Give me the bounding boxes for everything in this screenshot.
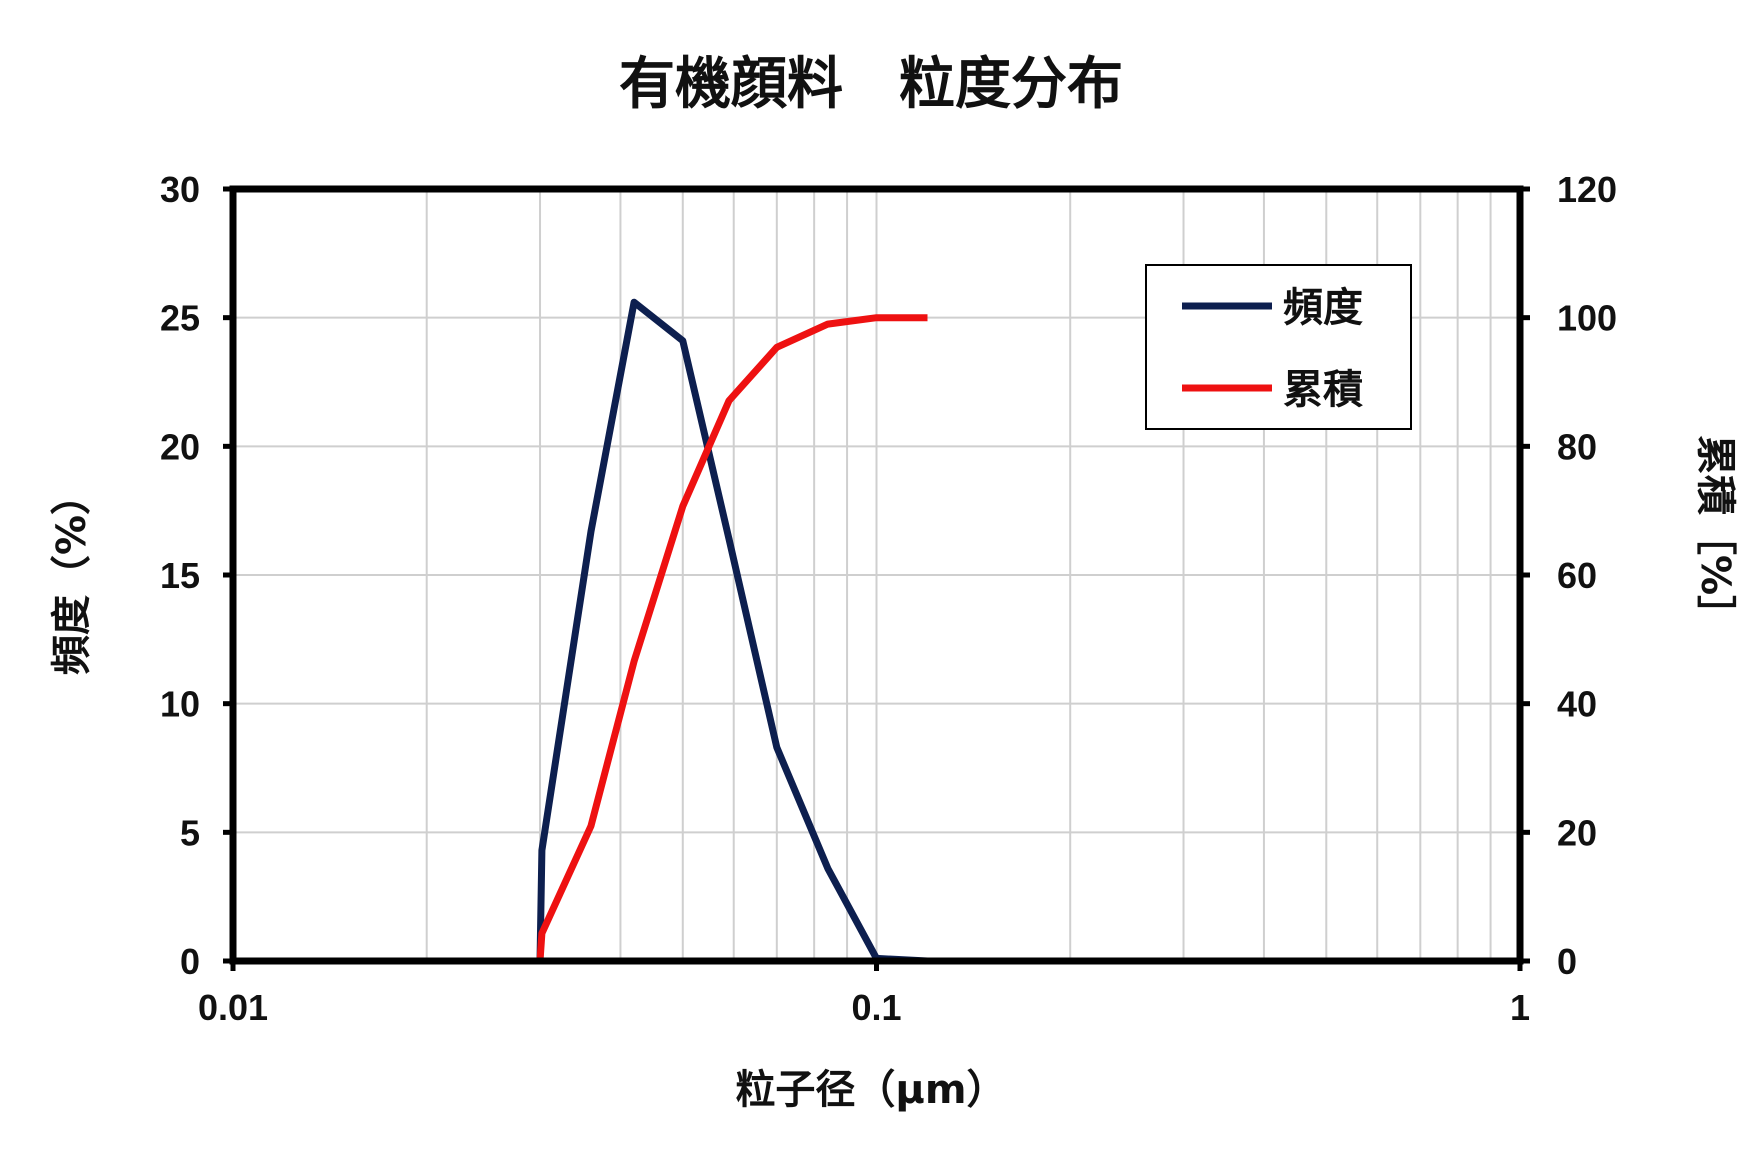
series-line-1 [536,298,928,965]
series-line-2 [536,314,928,962]
y2-tick-label: 100 [1557,298,1617,339]
series-layer [536,298,928,965]
legend-box [1145,264,1412,430]
x-tick-label: 1 [1510,987,1530,1028]
y-tick-label: 15 [160,555,200,596]
y-tick-label: 0 [180,941,200,982]
y-tick-label: 25 [160,298,200,339]
y-tick-labels: 0 5 10 15 20 25 30 [160,169,200,982]
y2-tick-label: 120 [1557,169,1617,210]
chart-title: 有機顔料 粒度分布 [619,52,1123,117]
x-tick-label: 0.1 [851,987,901,1028]
x-tick-labels: 0.01 0.1 1 [198,987,1530,1028]
y-tick-label: 5 [180,812,200,853]
y2-tick-labels: 0 20 40 60 80 100 120 [1557,169,1617,982]
y2-tick-label: 0 [1557,941,1577,982]
x-tick-label: 0.01 [198,987,268,1028]
plot-frame [229,185,1524,965]
y2-tick-label: 60 [1557,555,1597,596]
y2-tick-label: 20 [1557,812,1597,853]
y-tick-label: 30 [160,169,200,210]
y-tick-label: 20 [160,426,200,467]
legend-label-1: 頻度 [1283,285,1363,331]
legend-label-2: 累積 [1283,367,1363,413]
y2-axis-label: 累積［%］ [1692,435,1738,635]
y2-tick-label: 40 [1557,684,1597,725]
y-tick-label: 10 [160,684,200,725]
y-axis-label: 頻度（%） [49,475,95,675]
y2-tick-label: 80 [1557,426,1597,467]
x-axis-label: 粒子径（μm） [735,1067,1006,1113]
